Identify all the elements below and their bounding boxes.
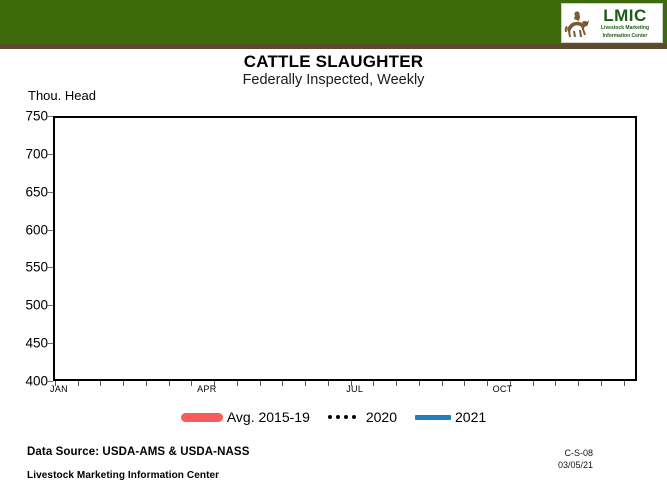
plot-area (50, 116, 640, 381)
chart-title: CATTLE SLAUGHTER (243, 52, 424, 71)
x-axis-tick (509, 381, 511, 386)
x-axis-tick (623, 381, 625, 386)
x-axis-tick (305, 381, 307, 386)
x-axis-tick (123, 381, 125, 386)
y-axis-tick (47, 229, 53, 231)
x-axis-tick (145, 381, 147, 386)
y-axis-tick-label: 550 (25, 259, 48, 275)
y-axis-tick (47, 153, 53, 155)
x-axis-tick (373, 381, 375, 386)
header-accent-strip (0, 44, 667, 49)
y-axis-tick (47, 305, 53, 307)
legend-item-2020[interactable]: 2020 (327, 409, 398, 425)
y-axis-tick (47, 343, 53, 345)
x-axis-tick (214, 381, 216, 386)
plot-frame (53, 116, 637, 381)
x-axis-tick (327, 381, 329, 386)
x-axis-tick (77, 381, 79, 386)
x-axis-tick-label: APR (197, 384, 217, 394)
y-axis-tick-label: 750 (25, 108, 48, 124)
y-axis-units-label: Thou. Head (28, 88, 96, 103)
y-axis-tick (47, 381, 53, 382)
chart-subtitle: Federally Inspected, Weekly (242, 72, 425, 88)
legend-swatch-avg (180, 412, 223, 422)
y-axis-tick-label: 400 (25, 373, 48, 389)
x-axis-tick (487, 381, 489, 386)
x-axis-tick (55, 381, 56, 386)
x-axis-tick (236, 381, 238, 386)
y-axis-tick (47, 267, 53, 269)
y-axis-tick-label: 650 (25, 184, 48, 200)
legend-label-2020: 2020 (365, 409, 398, 425)
legend-label-2021: 2021 (455, 409, 487, 425)
y-axis-tick (47, 191, 53, 193)
x-axis-tick (578, 381, 580, 386)
x-axis-tick (464, 381, 466, 386)
legend-item-avg[interactable]: Avg. 2015-19 (180, 409, 310, 425)
x-axis-tick (600, 381, 602, 386)
x-axis-tick (191, 381, 193, 386)
legend-swatch-2021 (415, 414, 452, 420)
x-axis-tick (282, 381, 284, 386)
x-axis-tick-label: OCT (492, 384, 513, 394)
lmic-logo: LMIC Livestock Marketing Information Cen… (561, 3, 663, 43)
x-axis-tick (396, 381, 398, 386)
logo-tagline-line2: Information Center (602, 32, 648, 39)
publication-code: C-S-08 03/05/21 (558, 447, 593, 471)
y-axis-tick-label: 700 (25, 146, 48, 162)
horse-rider-icon (562, 6, 590, 40)
chart-legend: Avg. 2015-19 2020 2021 (0, 409, 667, 425)
data-source-text: Data Source: USDA-AMS & USDA-NASS (27, 446, 250, 458)
organization-text: Livestock Marketing Information Center (27, 470, 220, 481)
x-axis-tick-label: JUL (346, 384, 364, 394)
publication-date: 03/05/21 (557, 460, 593, 471)
x-axis-tick (555, 381, 557, 386)
publication-code-id: C-S-08 (564, 448, 593, 458)
x-axis-tick-label: JAN (50, 384, 68, 394)
y-axis-tick (47, 116, 53, 117)
x-axis-tick (441, 381, 443, 386)
y-axis-tick-label: 500 (25, 297, 48, 313)
legend-swatch-2020 (327, 415, 362, 420)
x-axis-tick (259, 381, 261, 386)
y-axis-tick-label: 600 (25, 222, 48, 238)
logo-text: LMIC Livestock Marketing Information Cen… (590, 7, 662, 39)
x-axis-tick (418, 381, 420, 386)
header-band (0, 0, 667, 44)
legend-label-avg: Avg. 2015-19 (226, 409, 310, 425)
x-axis-tick (168, 381, 170, 386)
legend-item-2021[interactable]: 2021 (415, 409, 486, 425)
x-axis-tick (100, 381, 102, 386)
x-axis-tick (350, 381, 352, 386)
x-axis-tick (532, 381, 534, 386)
logo-tagline-line1: Livestock Marketing (600, 25, 650, 32)
logo-wordmark: LMIC (603, 6, 647, 26)
y-axis-tick-label: 450 (25, 335, 48, 351)
